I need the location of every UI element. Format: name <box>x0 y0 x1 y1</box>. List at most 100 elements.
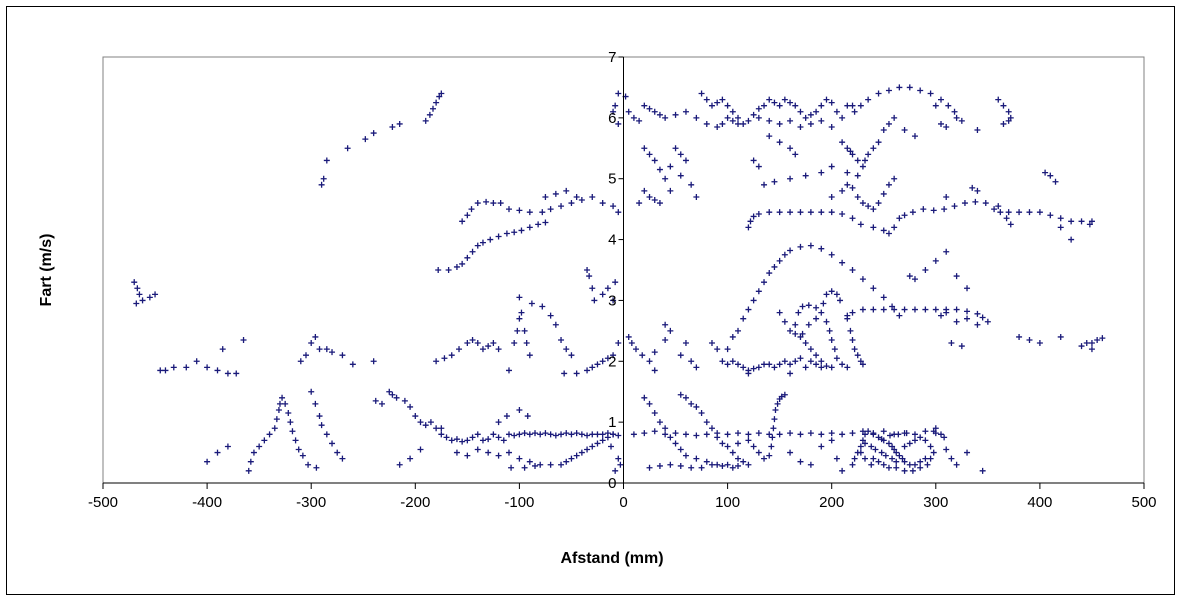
data-point <box>964 285 971 292</box>
data-point <box>516 455 523 462</box>
data-point <box>1088 346 1095 353</box>
data-point <box>672 111 679 118</box>
data-point <box>677 352 684 359</box>
data-point <box>1042 169 1049 176</box>
data-point <box>610 431 617 438</box>
y-tick-label: 2 <box>608 353 616 370</box>
data-point <box>547 312 554 319</box>
y-tick-label: 7 <box>608 49 616 66</box>
data-point <box>1003 215 1010 222</box>
data-point <box>781 358 788 365</box>
data-point <box>453 449 460 456</box>
data-point <box>802 364 809 371</box>
data-point <box>407 403 414 410</box>
data-point <box>516 431 523 438</box>
data-point <box>833 291 840 298</box>
data-point <box>1000 102 1007 109</box>
data-point <box>250 449 257 456</box>
data-point <box>870 206 877 213</box>
data-point <box>396 120 403 127</box>
data-points <box>131 84 1106 474</box>
data-point <box>893 464 900 471</box>
data-point <box>776 309 783 316</box>
data-point <box>610 203 617 210</box>
data-point <box>813 315 820 322</box>
data-point <box>813 361 820 368</box>
data-point <box>604 285 611 292</box>
data-point <box>859 276 866 283</box>
data-point <box>641 430 648 437</box>
data-point <box>828 364 835 371</box>
data-point <box>503 230 510 237</box>
data-point <box>745 461 752 468</box>
data-point <box>885 120 892 127</box>
data-point <box>917 458 924 465</box>
data-point <box>880 127 887 134</box>
data-point <box>755 105 762 112</box>
data-point <box>865 428 872 435</box>
data-point <box>703 96 710 103</box>
data-point <box>792 151 799 158</box>
data-point <box>464 212 471 219</box>
data-point <box>438 425 445 432</box>
data-point <box>839 467 846 474</box>
data-point <box>487 236 494 243</box>
data-point <box>703 458 710 465</box>
data-point <box>896 215 903 222</box>
data-point <box>828 336 835 343</box>
data-point <box>479 437 486 444</box>
data-point <box>312 333 319 340</box>
data-point <box>750 213 757 220</box>
data-point <box>604 434 611 441</box>
data-point <box>1005 117 1012 124</box>
data-point <box>833 108 840 115</box>
data-point <box>844 169 851 176</box>
data-point <box>245 467 252 474</box>
data-point <box>745 224 752 231</box>
data-point <box>844 102 851 109</box>
data-point <box>282 400 289 407</box>
data-point <box>901 212 908 219</box>
data-point <box>417 419 424 426</box>
data-point <box>636 117 643 124</box>
data-point <box>479 346 486 353</box>
data-point <box>453 436 460 443</box>
data-point <box>862 440 869 447</box>
data-point <box>641 102 648 109</box>
x-tick-label: 200 <box>819 494 844 511</box>
data-point <box>516 315 523 322</box>
data-point <box>862 157 869 164</box>
data-point <box>464 254 471 261</box>
data-point <box>1086 221 1093 228</box>
data-point <box>932 102 939 109</box>
data-point <box>495 346 502 353</box>
data-point <box>995 203 1002 210</box>
data-point <box>584 267 591 273</box>
data-point <box>813 304 820 311</box>
data-point <box>1026 336 1033 343</box>
data-point <box>735 430 742 437</box>
data-point <box>839 139 846 146</box>
data-point <box>893 458 900 465</box>
data-point <box>818 209 825 216</box>
data-point <box>875 434 882 441</box>
data-point <box>911 306 918 313</box>
scatter-chart: -500 -400 -300 -200 -100 0 100 200 300 400 500 0 1 2 3… <box>38 49 1157 567</box>
data-point <box>693 193 700 200</box>
data-point <box>979 467 986 474</box>
data-point <box>974 127 981 134</box>
data-point <box>299 452 306 459</box>
data-point <box>261 437 268 444</box>
data-point <box>474 446 481 453</box>
data-point <box>646 400 653 407</box>
data-point <box>891 175 898 182</box>
data-point <box>755 449 762 456</box>
data-point <box>329 440 336 447</box>
data-point <box>886 432 893 439</box>
data-point <box>612 279 619 286</box>
data-point <box>422 117 429 124</box>
data-point <box>495 419 502 426</box>
data-point <box>839 431 846 438</box>
data-point <box>953 461 960 468</box>
data-point <box>778 393 785 400</box>
